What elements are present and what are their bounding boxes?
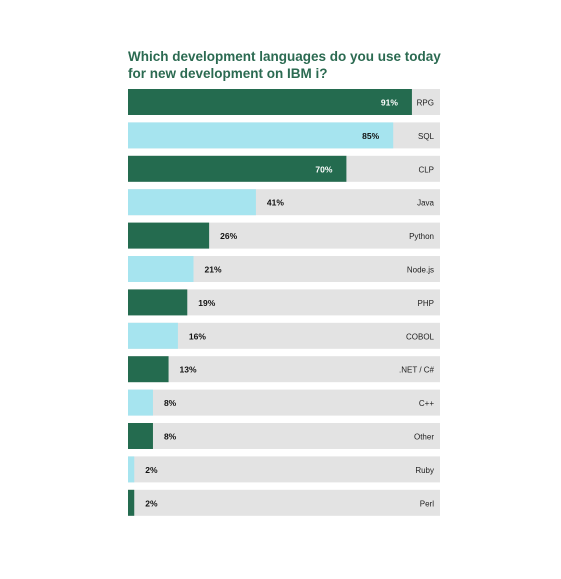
value-label: 2% (145, 498, 158, 508)
value-label: 2% (145, 465, 158, 475)
value-label: 26% (220, 231, 237, 241)
value-label: 85% (362, 131, 379, 141)
bar-row: 19% PHP (128, 289, 440, 316)
bar-row: 91% RPG (128, 89, 440, 115)
bar-track (128, 356, 440, 383)
category-label: Node.js (407, 266, 434, 275)
bar-row: 2% Ruby (128, 456, 440, 483)
category-label: COBOL (406, 332, 435, 341)
bar-track (128, 423, 440, 449)
bar-row: 21% Node.js (128, 256, 440, 282)
bar-track (128, 389, 440, 416)
bar (128, 289, 188, 316)
category-label: PHP (418, 299, 434, 308)
value-label: 19% (198, 298, 215, 308)
bar-track (128, 456, 440, 483)
bar (128, 356, 169, 383)
bar-track (128, 489, 440, 516)
category-label: Perl (420, 499, 434, 508)
bar (128, 89, 412, 115)
value-label: 41% (267, 198, 284, 208)
category-label: CLP (418, 165, 434, 174)
bar (128, 155, 347, 182)
bar (128, 256, 194, 282)
bar-row: 41% Java (128, 189, 440, 216)
category-label: Java (417, 199, 434, 208)
bar (128, 456, 135, 483)
bar (128, 322, 178, 349)
value-label: 13% (180, 365, 197, 375)
value-label: 21% (205, 265, 222, 275)
bar (128, 423, 153, 449)
bar-row: 13% .NET / C# (128, 356, 440, 383)
bar-row: 26% Python (128, 222, 440, 249)
chart-title: Which development languages do you use t… (128, 49, 441, 81)
value-label: 8% (164, 432, 177, 442)
category-label: Python (409, 232, 434, 241)
bar-row: 70% CLP (128, 155, 440, 182)
bar-row: 85% SQL (128, 122, 440, 149)
bar-row: 16% COBOL (128, 322, 440, 349)
category-label: C++ (419, 399, 434, 408)
category-label: Other (414, 433, 434, 442)
value-label: 8% (164, 398, 177, 408)
bar-row: 8% C++ (128, 389, 440, 416)
bar-row: 2% Perl (128, 489, 440, 516)
category-label: .NET / C# (399, 366, 435, 375)
value-label: 91% (381, 98, 398, 108)
bar (128, 122, 394, 149)
category-label: Ruby (415, 466, 434, 475)
category-label: RPG (417, 99, 434, 108)
bar (128, 389, 153, 416)
category-label: SQL (418, 132, 435, 141)
bar (128, 222, 210, 249)
value-label: 16% (189, 331, 206, 341)
bar (128, 489, 135, 516)
bar-track (128, 322, 440, 349)
value-label: 70% (315, 164, 332, 174)
bar-row: 8% Other (128, 423, 440, 449)
bar (128, 189, 256, 216)
